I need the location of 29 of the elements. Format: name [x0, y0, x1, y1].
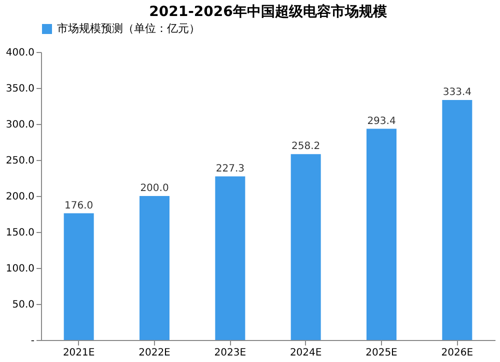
y-tick-label: 300.0 — [6, 120, 34, 130]
x-tick-label: 2025E — [366, 348, 398, 358]
text: 227.3 — [216, 163, 244, 174]
bar — [64, 213, 94, 340]
y-tick-label: 250.0 — [6, 156, 34, 166]
legend-label: 市场规模预测（单位：亿元） — [57, 22, 200, 35]
y-tick-label: 200.0 — [6, 192, 34, 202]
y-tick-label: - — [30, 336, 35, 346]
bar — [140, 196, 170, 340]
text: 200.0 — [140, 183, 169, 194]
x-tick-label: 2024E — [290, 348, 322, 358]
x-tick-label: 2021E — [62, 348, 95, 358]
x-tick-label: 2022E — [138, 348, 170, 358]
y-tick-label: 400.0 — [6, 48, 34, 58]
text: 258.2 — [292, 141, 320, 152]
text: 333.4 — [442, 86, 472, 98]
bar — [366, 128, 396, 340]
y-tick-label: 50.0 — [12, 300, 34, 310]
x-tick-label: 2023E — [214, 348, 246, 358]
x-tick-label: 2026E — [441, 348, 474, 358]
text: 176.0 — [64, 200, 94, 212]
bar — [215, 176, 246, 340]
bar — [290, 154, 321, 340]
y-tick-label: 150.0 — [6, 228, 34, 238]
y-tick-label: 100.0 — [6, 264, 34, 274]
chart-title: 2021-2026年中国超级电容市场规模 — [149, 3, 388, 20]
text: 293.4 — [367, 116, 396, 127]
bar — [442, 100, 472, 340]
y-tick-label: 350.0 — [6, 84, 34, 94]
